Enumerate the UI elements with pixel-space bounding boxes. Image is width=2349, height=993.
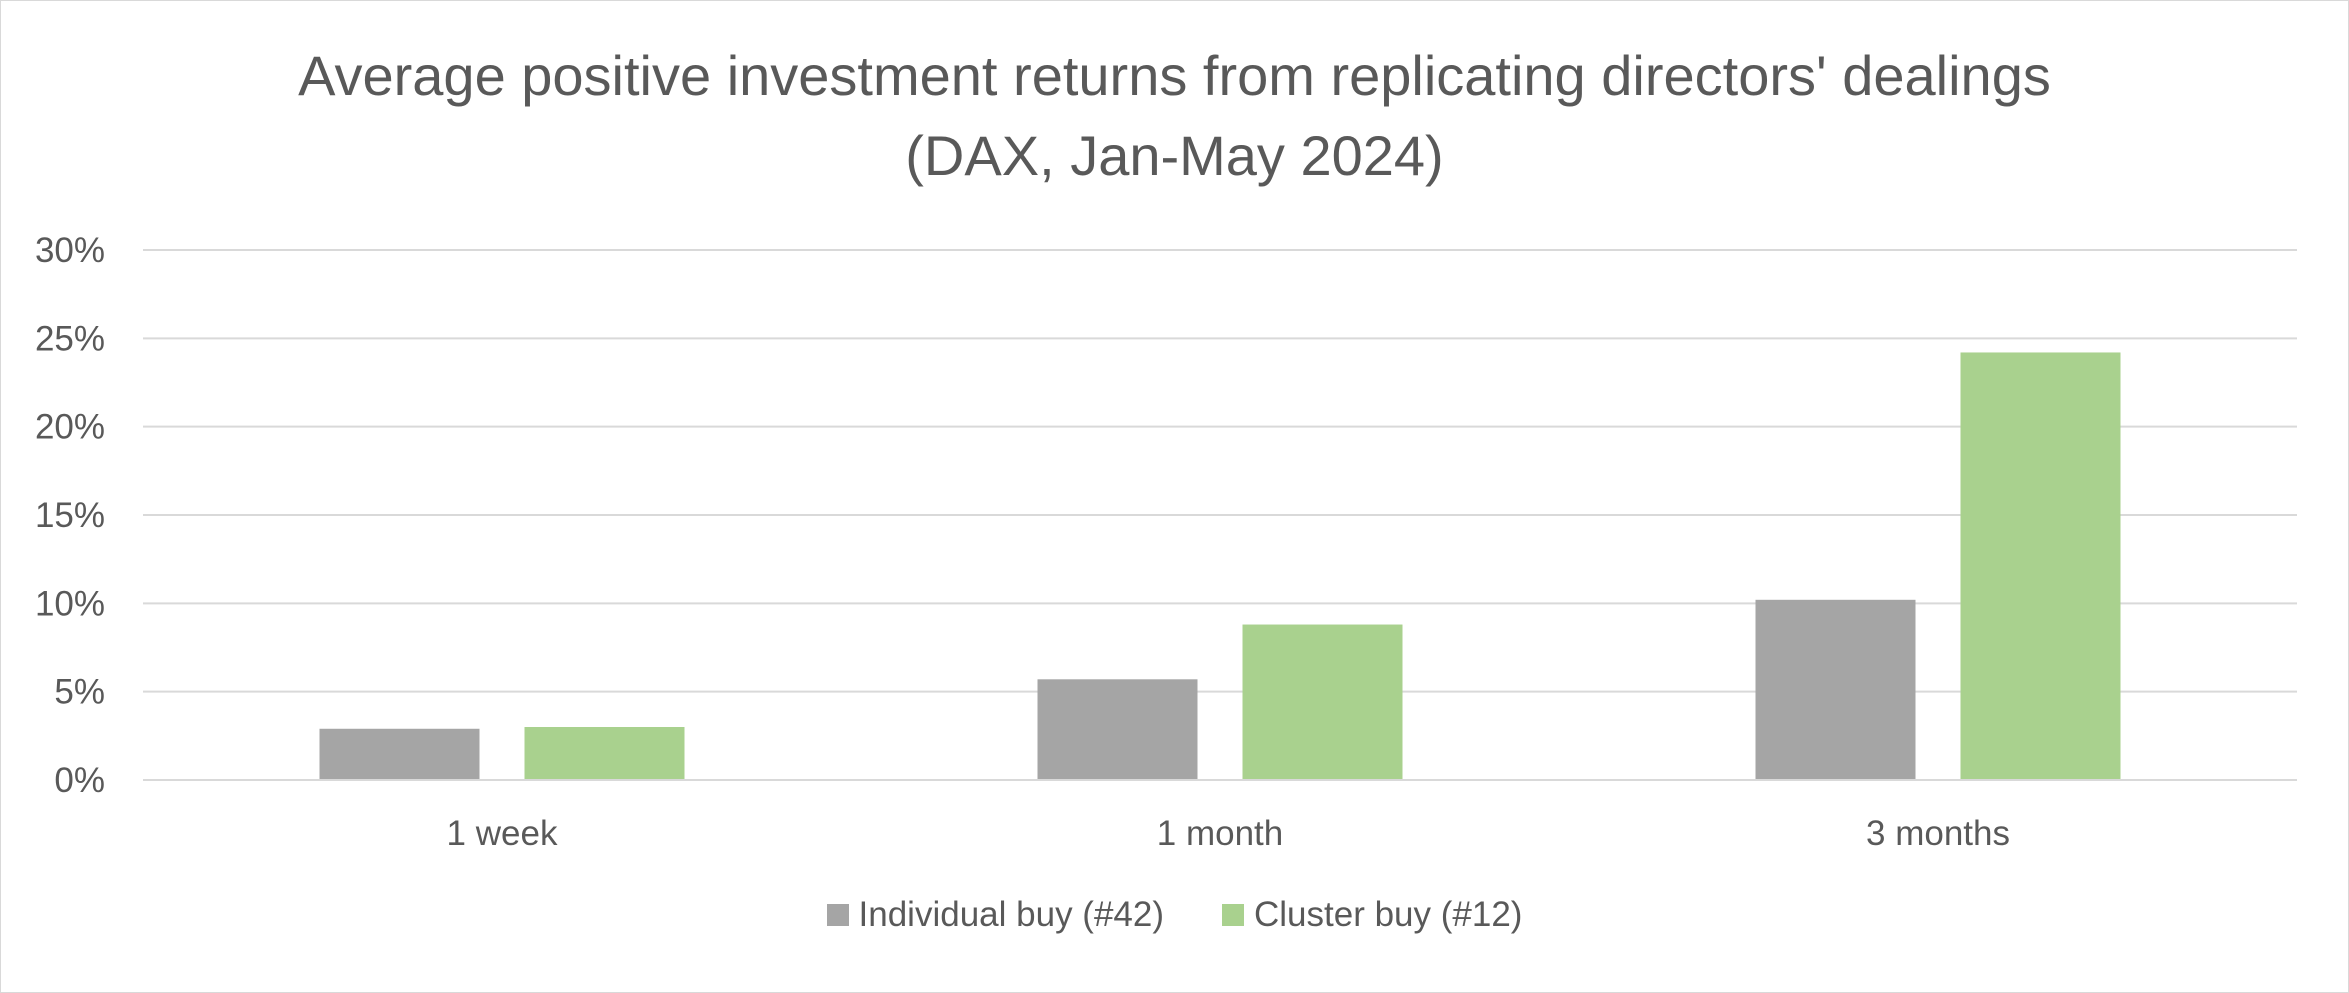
legend-entry-cluster-buy[interactable]: Cluster buy (#12) (1222, 895, 1522, 935)
bar-individual-buy-1-week[interactable] (319, 728, 480, 780)
chart-title: Average positive investment returns from… (298, 44, 2051, 107)
bars (319, 352, 2121, 780)
y-tick-label: 0% (54, 761, 105, 800)
bar-individual-buy-3-months[interactable] (1755, 599, 1916, 780)
bar-cluster-buy-1-week[interactable] (524, 727, 685, 780)
axes: 0% 5% 10% 15% 20% 25% 30% 1 week 1 month 3 months (35, 231, 2297, 853)
legend: Individual buy (#42) Cluster buy (#12) (0, 895, 2349, 935)
bar-individual-buy-1-month[interactable] (1037, 679, 1198, 780)
legend-swatch-cluster-buy (1222, 904, 1244, 926)
y-tick-label: 5% (54, 673, 105, 712)
bar-cluster-buy-3-months[interactable] (1960, 352, 2121, 780)
x-tick-label: 3 months (1866, 814, 2010, 853)
x-tick-label: 1 week (447, 814, 558, 853)
legend-label-cluster-buy: Cluster buy (#12) (1254, 895, 1523, 934)
bar-cluster-buy-1-month[interactable] (1242, 624, 1403, 780)
legend-label-individual-buy: Individual buy (#42) (858, 895, 1164, 934)
x-tick-label: 1 month (1157, 814, 1283, 853)
legend-entry-individual-buy[interactable]: Individual buy (#42) (826, 895, 1164, 935)
y-tick-label: 25% (35, 319, 105, 358)
y-tick-label: 30% (35, 231, 105, 270)
legend-swatch-individual-buy (826, 904, 849, 926)
y-tick-label: 20% (35, 408, 105, 447)
y-tick-label: 15% (35, 496, 105, 535)
chart-subtitle: (DAX, Jan-May 2024) (905, 124, 1444, 187)
y-tick-label: 10% (35, 584, 105, 623)
